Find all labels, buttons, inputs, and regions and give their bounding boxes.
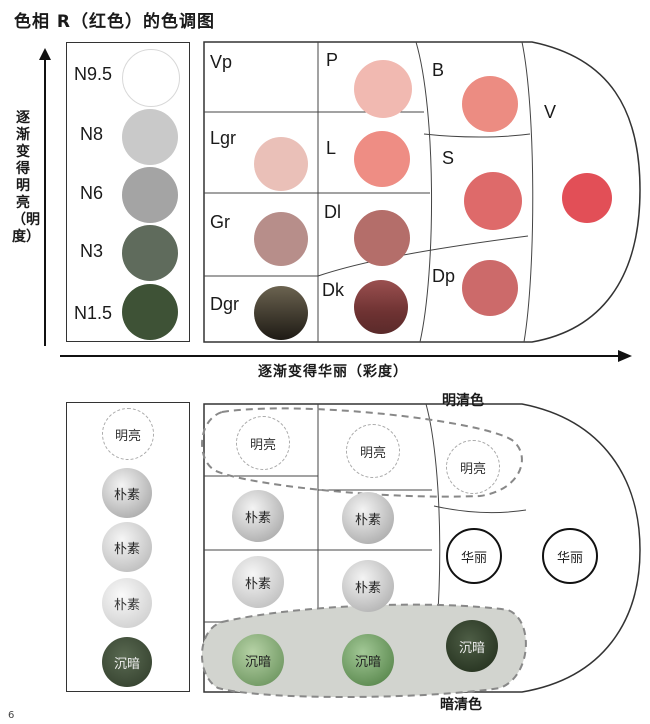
- gray-label: N6: [80, 183, 104, 203]
- bright-clear-label: 明清色: [442, 393, 484, 409]
- plain-label: 朴素: [244, 510, 271, 526]
- plain-bubble: 朴素: [102, 522, 152, 572]
- gray-swatch: [122, 167, 178, 223]
- plain-bubble: 朴素: [102, 468, 152, 518]
- gray-swatch: [122, 284, 178, 340]
- dark-label: 沉暗: [244, 654, 271, 670]
- gray-swatch: [122, 49, 180, 107]
- tone-swatch-v: [562, 173, 612, 223]
- vertical-axis-label: 逐渐变得明亮（明度）: [12, 110, 40, 245]
- gray-swatch: [122, 225, 178, 281]
- dark-label: 沉暗: [354, 654, 381, 670]
- horizontal-axis-arrow: [60, 350, 632, 362]
- dark-clear-label: 暗清色: [440, 697, 482, 713]
- tone-swatch-s: [464, 172, 522, 230]
- bright-bubble: 明亮: [236, 416, 290, 470]
- diagram-title: 色相 R（红色）的色调图: [14, 12, 216, 32]
- tone-code: P: [326, 50, 339, 70]
- tone-swatch-dl: [354, 210, 410, 266]
- tone-swatch-dgr: [254, 286, 308, 340]
- gray-label: N9.5: [74, 64, 113, 84]
- plain-bubble: 朴素: [342, 560, 394, 612]
- dark-bubble: 沉暗: [342, 634, 394, 686]
- tone-code: Vp: [210, 52, 233, 72]
- plain-label: 朴素: [354, 512, 381, 528]
- tone-swatch-lgr: [254, 137, 308, 191]
- plain-label: 朴素: [354, 580, 381, 596]
- plain-label: 朴素: [113, 597, 140, 613]
- vivid-bubble: 华丽: [446, 528, 502, 584]
- gray-label: N3: [80, 241, 104, 261]
- dark-bubble: 沉暗: [232, 634, 284, 686]
- tone-code: Dp: [432, 266, 456, 286]
- dark-label: 沉暗: [458, 640, 485, 656]
- gray-swatch: [122, 109, 178, 165]
- tone-swatch-dk: [354, 280, 408, 334]
- tone-code: B: [432, 60, 445, 80]
- plain-bubble: 朴素: [232, 490, 284, 542]
- dark-bubble: 沉暗: [446, 620, 498, 672]
- tone-swatch-p: [354, 60, 412, 118]
- vivid-label: 华丽: [556, 550, 583, 566]
- bright-bubble: 明亮: [346, 424, 400, 478]
- plain-label: 朴素: [113, 541, 140, 557]
- dark-bubble: 沉暗: [102, 637, 152, 687]
- vertical-axis-arrow: [39, 48, 51, 346]
- tone-code: Dk: [322, 280, 344, 300]
- tone-code: Lgr: [210, 128, 237, 148]
- bright-bubble: 明亮: [446, 440, 500, 494]
- plain-bubble: 朴素: [232, 556, 284, 608]
- tone-swatch-l: [354, 131, 410, 187]
- bright-label: 明亮: [459, 461, 486, 477]
- gray-label: N1.5: [74, 303, 113, 323]
- tone-code: L: [326, 138, 337, 158]
- plain-bubble: 朴素: [102, 578, 152, 628]
- bright-label: 明亮: [359, 445, 386, 461]
- page-number: 6: [8, 710, 15, 721]
- tone-code: Dl: [324, 202, 341, 222]
- tone-code: V: [544, 102, 557, 122]
- bright-label: 明亮: [249, 437, 276, 453]
- horizontal-axis-label: 逐渐变得华丽（彩度）: [258, 364, 408, 380]
- vivid-label: 华丽: [460, 550, 487, 566]
- bright-bubble: 明亮: [102, 408, 154, 460]
- tone-swatch-gr: [254, 212, 308, 266]
- vivid-bubble: 华丽: [542, 528, 598, 584]
- plain-bubble: 朴素: [342, 492, 394, 544]
- tone-code: S: [442, 148, 455, 168]
- plain-label: 朴素: [244, 576, 271, 592]
- plain-label: 朴素: [113, 487, 140, 503]
- gray-label: N8: [80, 124, 104, 144]
- tone-code: Gr: [210, 212, 230, 232]
- tone-code: Dgr: [210, 294, 240, 314]
- bright-label: 明亮: [114, 428, 141, 444]
- tone-swatch-dp: [462, 260, 518, 316]
- tone-swatch-b: [462, 76, 518, 132]
- dark-label: 沉暗: [113, 656, 140, 672]
